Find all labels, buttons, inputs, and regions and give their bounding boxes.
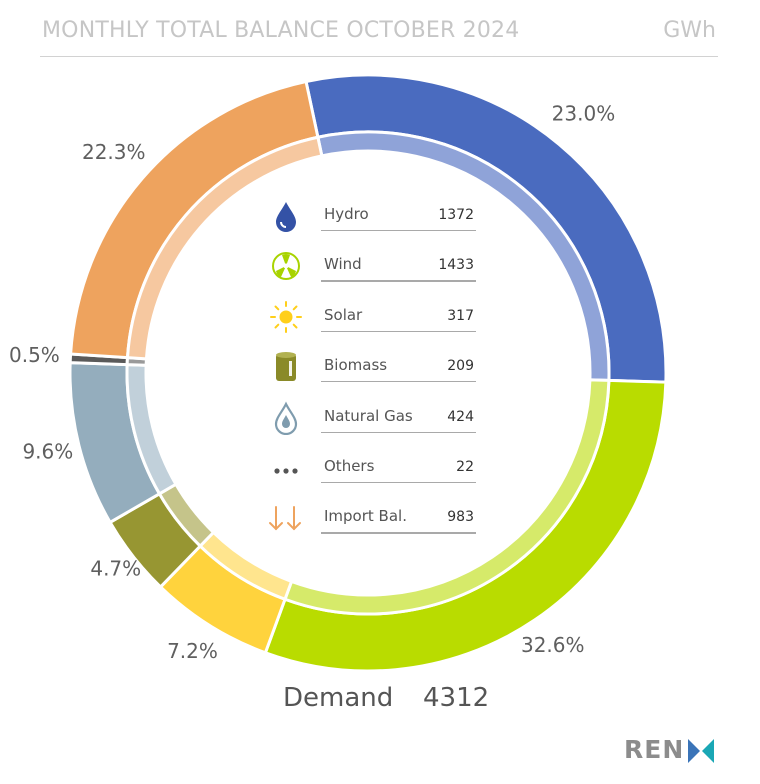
legend-divider — [321, 230, 476, 232]
logo-text: REN — [624, 735, 685, 764]
import-arrows-icon — [269, 506, 301, 531]
legend-value: 983 — [447, 509, 474, 526]
chart-unit: GWh — [663, 18, 716, 43]
chart-title: MONTHLY TOTAL BALANCE OCTOBER 2024 — [42, 18, 520, 43]
dots-icon — [274, 468, 298, 474]
legend-item-biomass: Biomass 209 — [262, 344, 476, 394]
legend-label: Solar — [324, 305, 363, 324]
data-label-hydro: 23.0% — [552, 102, 616, 126]
data-label-biomass: 4.7% — [90, 556, 141, 580]
chart-legend: Hydro 1372 Wind 1433 Solar 317 — [262, 193, 476, 546]
sun-icon — [270, 300, 302, 333]
data-label-solar: 7.2% — [167, 639, 218, 663]
ren-logo: REN — [624, 735, 716, 767]
legend-divider — [321, 431, 476, 433]
legend-divider — [321, 330, 476, 332]
legend-label: Others — [324, 456, 375, 475]
legend-item-wind: Wind 1433 — [262, 243, 476, 293]
legend-label: Biomass — [324, 356, 388, 375]
demand-label: Demand — [283, 683, 394, 713]
data-label-import-bal: 22.3% — [82, 140, 146, 164]
ren-logo-icon — [688, 739, 714, 763]
legend-value: 1372 — [438, 207, 474, 223]
legend-divider — [321, 381, 476, 383]
gas-drop-icon — [274, 401, 298, 435]
legend-label: Hydro — [324, 205, 369, 223]
legend-value: 424 — [447, 408, 474, 425]
legend-value: 22 — [456, 458, 474, 475]
legend-divider — [321, 481, 476, 484]
wind-turbine-icon — [272, 252, 300, 281]
water-drop-icon — [276, 202, 296, 232]
legend-item-natural-gas: Natural Gas 424 — [262, 395, 476, 445]
data-label-wind: 32.6% — [521, 633, 585, 657]
legend-divider — [321, 532, 476, 534]
legend-label: Natural Gas — [324, 406, 413, 425]
legend-item-others: Others 22 — [262, 445, 476, 495]
legend-value: 317 — [447, 307, 474, 324]
biomass-barrel-icon — [276, 352, 296, 382]
legend-label: Wind — [324, 255, 362, 274]
legend-divider — [321, 280, 476, 282]
legend-item-solar: Solar 317 — [262, 294, 476, 344]
data-label-others: 0.5% — [9, 343, 60, 367]
legend-label: Import Bal. — [324, 507, 407, 526]
demand-value: 4312 — [423, 683, 490, 713]
legend-value: 209 — [447, 358, 474, 375]
slice-inner-import-bal — [125, 135, 324, 361]
chart-header: MONTHLY TOTAL BALANCE OCTOBER 2024 GWh — [40, 14, 718, 57]
legend-item-import: Import Bal. 983 — [262, 495, 476, 545]
legend-item-hydro: Hydro 1372 — [262, 193, 476, 243]
legend-value: 1433 — [438, 257, 474, 274]
data-label-natural-gas: 9.6% — [22, 440, 73, 464]
